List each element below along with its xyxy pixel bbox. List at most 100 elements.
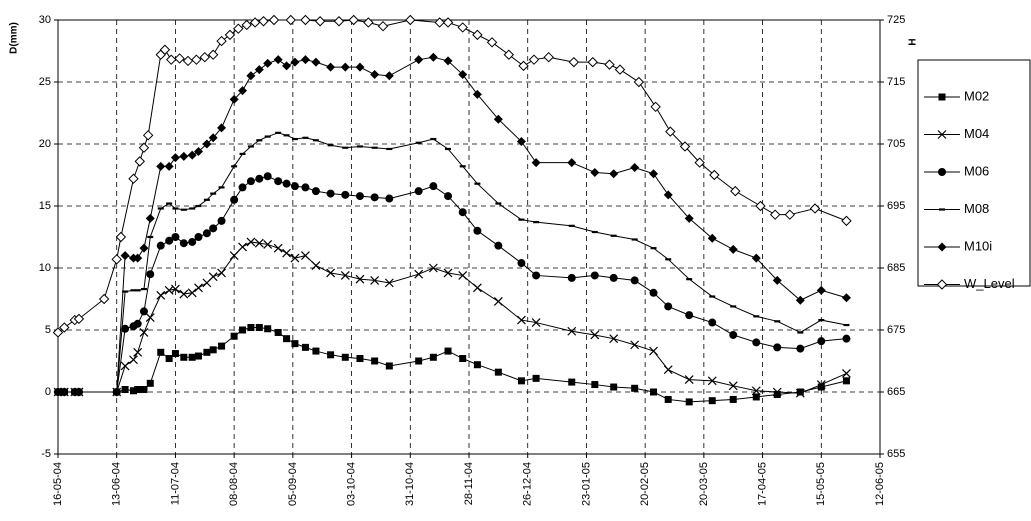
x-tick-label: 23-01-05 (580, 462, 592, 506)
marker (217, 268, 226, 278)
marker (311, 187, 320, 196)
y-tick-label: 10 (39, 262, 51, 274)
y-tick-label: -5 (41, 448, 51, 460)
marker (264, 325, 272, 333)
marker (472, 29, 483, 41)
marker (268, 14, 280, 26)
marker (238, 183, 247, 192)
marker (614, 64, 626, 75)
marker (73, 313, 85, 325)
marker (290, 182, 299, 191)
marker (384, 71, 394, 81)
x-tick-label: 28-11-04 (463, 462, 475, 505)
marker (156, 290, 166, 300)
marker (348, 14, 359, 26)
marker (531, 318, 541, 327)
marker (630, 340, 640, 350)
marker (301, 183, 310, 192)
marker (730, 185, 741, 197)
marker (590, 271, 599, 280)
marker (370, 193, 379, 202)
marker (207, 49, 219, 60)
y2-tick-label: 715 (887, 76, 905, 88)
marker (532, 374, 540, 382)
x-tick-label: 20-02-05 (639, 462, 651, 506)
marker (171, 350, 179, 358)
marker (238, 86, 248, 96)
y-tick-label: 30 (39, 14, 51, 26)
marker (59, 387, 69, 397)
marker (246, 71, 256, 81)
marker (650, 388, 658, 396)
marker (314, 16, 326, 27)
marker (229, 251, 239, 261)
marker (842, 334, 851, 343)
marker (263, 172, 272, 181)
marker (273, 55, 283, 65)
marker (146, 270, 155, 279)
y2-tick-label: 695 (887, 200, 905, 212)
marker (191, 54, 202, 65)
marker (194, 233, 203, 241)
series (53, 237, 851, 398)
legend-label: M04 (964, 126, 989, 141)
y2-tick-label: 705 (887, 138, 905, 150)
marker (263, 58, 273, 68)
marker (326, 62, 336, 72)
marker (300, 55, 310, 65)
marker (414, 187, 423, 196)
marker (751, 253, 761, 263)
marker (473, 226, 482, 235)
marker (254, 65, 264, 75)
marker (458, 70, 468, 80)
y-tick-label: 5 (45, 324, 51, 336)
marker (133, 319, 142, 328)
marker (229, 94, 239, 104)
marker (937, 242, 947, 252)
marker (773, 343, 782, 352)
marker (609, 273, 618, 282)
marker (356, 355, 364, 363)
marker (516, 137, 526, 147)
marker (532, 271, 541, 280)
marker (428, 263, 438, 273)
marker (841, 215, 852, 227)
x-tick-label: 31-10-04 (404, 462, 416, 506)
marker (363, 17, 374, 28)
marker (567, 273, 576, 282)
marker (311, 261, 321, 270)
y2-axis-title: H (908, 38, 919, 45)
marker (341, 190, 350, 199)
marker (340, 271, 350, 280)
marker (769, 209, 781, 220)
y-tick-label: 20 (39, 138, 51, 150)
marker (772, 387, 782, 397)
marker (112, 387, 122, 397)
marker (159, 44, 171, 55)
y2-tick-label: 725 (887, 14, 905, 26)
x-tick-label: 16-05-04 (52, 462, 64, 506)
marker (649, 288, 658, 297)
marker (115, 231, 127, 243)
marker (208, 272, 218, 282)
marker (385, 362, 393, 370)
x-tick-label: 11-07-04 (169, 462, 181, 505)
marker (209, 346, 217, 354)
marker (729, 330, 738, 339)
marker (218, 342, 226, 350)
marker (473, 361, 481, 369)
marker (187, 288, 197, 298)
marker (145, 313, 155, 323)
marker (708, 397, 716, 405)
x-tick-label: 05-09-04 (287, 462, 299, 506)
marker (333, 16, 345, 27)
marker (459, 355, 467, 363)
marker (796, 388, 804, 396)
marker (239, 326, 247, 334)
marker (282, 179, 291, 188)
marker (255, 174, 264, 183)
marker (429, 182, 438, 191)
marker (165, 355, 173, 363)
marker (291, 340, 299, 348)
marker (751, 386, 761, 396)
